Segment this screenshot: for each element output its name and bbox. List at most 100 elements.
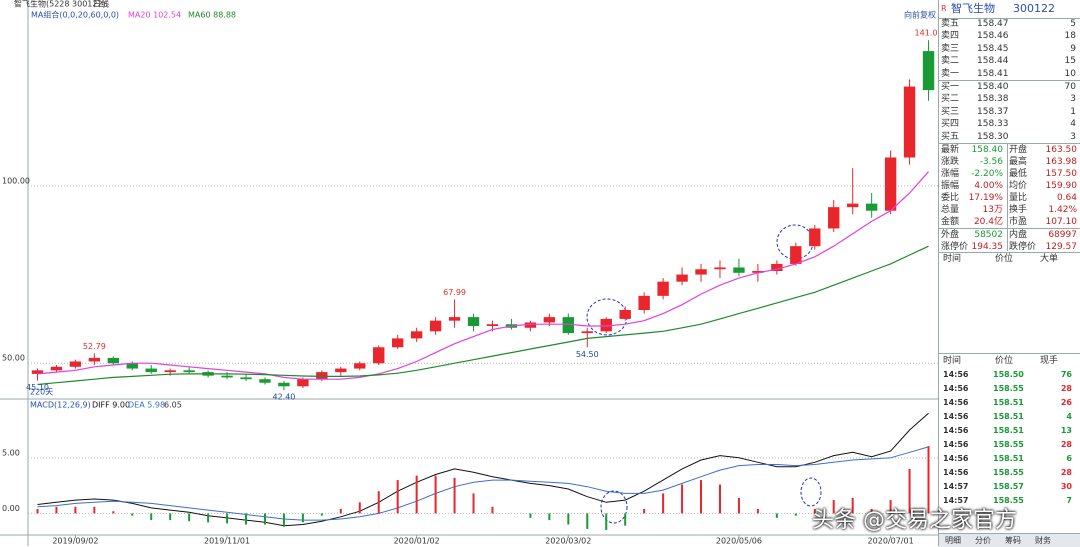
stat-value: 157.50: [1045, 169, 1078, 179]
quote-header: R 智飞生物 300122: [939, 2, 1080, 16]
order-price: 158.47: [977, 19, 1009, 29]
stat-value: 163.50: [1045, 145, 1078, 155]
order-price: 158.40: [977, 82, 1009, 92]
trade-row: 14:56 158.51 13: [939, 425, 1080, 437]
candle-body: [373, 347, 385, 364]
trade-time: 14:56: [943, 370, 969, 379]
candle-body: [695, 269, 707, 275]
candle-body: [903, 86, 916, 158]
candle-body: [126, 363, 138, 369]
order-volume: 4: [1070, 119, 1076, 130]
order-price: 158.46: [977, 31, 1009, 42]
y-tick-label: 50.00: [2, 354, 25, 363]
trade-price: 158.51: [993, 426, 1024, 435]
trade-volume: 4: [1066, 412, 1072, 421]
candle-body: [562, 317, 574, 334]
separator: [939, 18, 1080, 19]
x-tick-label: 2020/01/02: [394, 537, 440, 546]
legend-entry: 6.05: [164, 401, 182, 410]
candle-body: [145, 368, 157, 373]
extreme-label: 52.79: [83, 342, 106, 351]
trade-volume: 76: [1060, 370, 1072, 379]
col-header: 大单: [1039, 254, 1058, 264]
stat-value: -2.20%: [971, 169, 1003, 179]
stat-label: 内盘: [1009, 230, 1028, 240]
x-tick-label: 2020/05/06: [716, 537, 762, 546]
candle-body: [865, 203, 878, 211]
order-price: 158.45: [977, 43, 1009, 54]
order-row: 买四 158.33 4: [939, 118, 1080, 130]
candle-body: [50, 366, 63, 371]
stat-value: 58502: [974, 230, 1003, 240]
order-volume: 5: [1070, 19, 1076, 29]
separator: [939, 143, 1080, 144]
trade-time: 14:56: [943, 440, 969, 449]
stat-value: 4.00%: [974, 181, 1003, 191]
tab-bar: 明细 分价 筹码 财务: [939, 533, 1080, 547]
candle-body: [164, 370, 176, 373]
trade-price: 158.57: [993, 482, 1024, 491]
candle-body: [335, 368, 347, 373]
candle-body: [354, 363, 366, 369]
y-tick-label: 100.00: [2, 176, 30, 185]
candle-body: [107, 357, 119, 364]
trade-price: 158.55: [993, 440, 1024, 449]
legend-entry: DEA 5.98: [128, 401, 165, 410]
x-tick-label: 2019/11/01: [204, 537, 250, 546]
ma-line: [37, 245, 929, 386]
tab[interactable]: 分价: [975, 536, 991, 545]
flag: R: [941, 4, 947, 13]
order-volume: 3: [1070, 94, 1076, 105]
y-tick-label: 5.00: [2, 448, 20, 457]
tab[interactable]: 明细: [945, 536, 961, 545]
order-volume: 3: [1070, 131, 1076, 142]
legend-entry: DIFF 9.00: [92, 401, 130, 410]
candle-body: [69, 361, 82, 367]
y-tick-label: 0.00: [2, 504, 20, 513]
extreme-label: 45.10: [26, 383, 49, 392]
ma-indicator[interactable]: MA组合(0,0,20,60,0,0): [31, 10, 119, 20]
candle-body: [316, 372, 328, 380]
x-tick-label: 2020/07/01: [868, 537, 914, 546]
separator: [939, 228, 1080, 229]
stat-label: 涨跌: [941, 157, 960, 167]
order-volume: 1: [1070, 106, 1076, 117]
list-header: 时间 价位 大单: [939, 253, 1080, 265]
stat-label: 量比: [1009, 193, 1028, 203]
tab[interactable]: 筹码: [1005, 536, 1021, 545]
order-row: 卖二 158.44 15: [939, 55, 1080, 67]
extreme-label: 141.06: [915, 29, 938, 38]
order-price: 158.33: [977, 119, 1009, 130]
candle-body: [828, 207, 840, 229]
stat-label: 涨幅: [941, 169, 960, 179]
adjust-mode[interactable]: 向前复权: [904, 10, 936, 20]
stat-label: 换手: [1009, 205, 1028, 215]
trade-time: 14:57: [943, 496, 969, 505]
period-select[interactable]: 日线: [93, 0, 109, 9]
tab[interactable]: 财务: [1035, 536, 1051, 545]
stat-row: 外盘 58502 内盘 68997: [939, 229, 1080, 241]
trade-price: 158.55: [993, 384, 1024, 393]
candle-body: [448, 317, 461, 321]
candle-body: [790, 246, 802, 264]
candle-body: [771, 263, 783, 272]
stock-title[interactable]: 智飞生物(5228 300122): [14, 0, 106, 9]
trade-volume: 28: [1060, 384, 1072, 393]
candle-body: [88, 357, 101, 362]
order-volume: 15: [1064, 56, 1076, 67]
stat-label: 最高: [1009, 157, 1028, 167]
order-row: 卖三 158.45 9: [939, 43, 1080, 55]
trade-row: 14:56 158.50 76: [939, 369, 1080, 381]
candle-body: [543, 317, 556, 323]
stat-value: 194.35: [971, 242, 1004, 252]
chart-bg: [0, 0, 938, 546]
legend-entry: MA60 88.88: [188, 11, 236, 20]
macd-title[interactable]: MACD(12,26,9): [30, 401, 91, 410]
candle-body: [809, 228, 821, 247]
stat-value: 13万: [982, 205, 1003, 215]
order-label: 卖二: [941, 56, 960, 67]
candle-body: [524, 322, 537, 328]
candle-body: [922, 51, 935, 91]
candle-body: [429, 320, 442, 332]
candle-body: [638, 295, 650, 311]
